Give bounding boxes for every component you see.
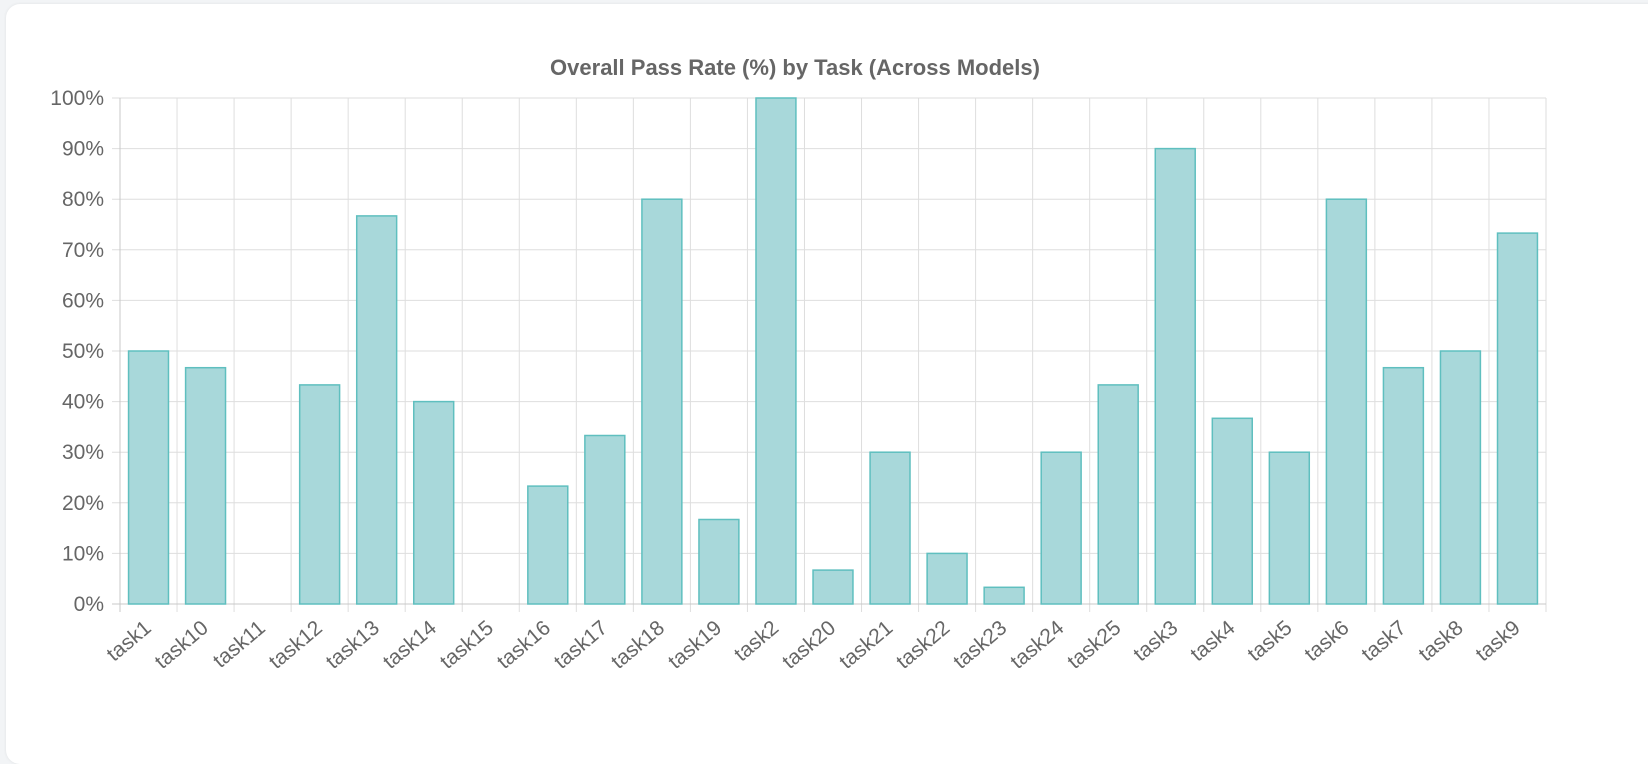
y-tick-label: 70% xyxy=(62,239,104,262)
bar-task10[interactable] xyxy=(184,366,227,605)
bars xyxy=(127,97,1539,605)
x-tick-label: task16 xyxy=(493,616,555,673)
y-tick-label: 50% xyxy=(62,340,104,363)
x-tick-label: task17 xyxy=(550,616,612,673)
x-axis-ticks: task1task10task11task12task13task14task1… xyxy=(102,616,1524,674)
x-tick-label: task14 xyxy=(379,616,441,674)
x-tick-label: task20 xyxy=(778,616,840,673)
bar-task16[interactable] xyxy=(527,485,569,605)
x-tick-label: task23 xyxy=(949,616,1011,673)
bar-task2[interactable] xyxy=(755,97,797,605)
bar-task20[interactable] xyxy=(812,569,854,605)
y-tick-label: 60% xyxy=(62,289,104,312)
bar-task1[interactable] xyxy=(127,350,170,605)
x-tick-label: task13 xyxy=(322,616,384,673)
x-tick-label: task10 xyxy=(151,616,213,673)
x-tick-label: task24 xyxy=(1006,616,1068,674)
bar-task8[interactable] xyxy=(1439,350,1482,605)
chart-card: Overall Pass Rate (%) by Task (Across Mo… xyxy=(6,4,1648,764)
x-tick-label: task12 xyxy=(265,616,327,673)
x-tick-label: task5 xyxy=(1243,616,1296,666)
x-tick-label: task2 xyxy=(730,616,783,666)
y-tick-label: 10% xyxy=(62,542,104,565)
bar-task18[interactable] xyxy=(641,198,683,605)
x-tick-label: task22 xyxy=(892,616,954,673)
x-tick-label: task1 xyxy=(102,616,155,666)
bar-task23[interactable] xyxy=(983,586,1025,605)
bar-task13[interactable] xyxy=(355,215,398,605)
y-tick-label: 80% xyxy=(62,188,104,211)
bar-task21[interactable] xyxy=(869,451,911,605)
bar-task4[interactable] xyxy=(1211,417,1253,605)
bar-task19[interactable] xyxy=(698,518,740,605)
x-tick-label: task6 xyxy=(1300,616,1353,666)
x-tick-label: task18 xyxy=(607,616,669,673)
x-tick-label: task8 xyxy=(1414,616,1467,666)
x-tick-label: task25 xyxy=(1063,616,1125,673)
y-tick-label: 90% xyxy=(62,138,104,161)
y-tick-label: 100% xyxy=(50,87,104,110)
bar-task22[interactable] xyxy=(926,552,968,605)
bar-chart: Overall Pass Rate (%) by Task (Across Mo… xyxy=(50,55,1547,674)
bar-task6[interactable] xyxy=(1325,198,1368,605)
chart-title: Overall Pass Rate (%) by Task (Across Mo… xyxy=(550,55,1040,80)
y-tick-label: 30% xyxy=(62,441,104,464)
bar-task3[interactable] xyxy=(1154,147,1196,605)
bar-task14[interactable] xyxy=(413,400,455,605)
x-tick-label: task4 xyxy=(1186,616,1239,666)
bar-task12[interactable] xyxy=(298,384,341,605)
y-tick-label: 0% xyxy=(74,593,104,616)
y-tick-label: 40% xyxy=(62,391,104,414)
bar-task25[interactable] xyxy=(1097,384,1139,605)
x-tick-label: task11 xyxy=(209,616,270,672)
x-tick-label: task3 xyxy=(1129,616,1182,666)
bar-task7[interactable] xyxy=(1382,366,1425,605)
x-tick-label: task15 xyxy=(436,616,498,673)
x-tick-label: task7 xyxy=(1357,616,1410,666)
bar-task5[interactable] xyxy=(1268,451,1311,605)
y-tick-label: 20% xyxy=(62,492,104,515)
bar-task9[interactable] xyxy=(1496,232,1539,605)
x-tick-label: task9 xyxy=(1471,616,1524,666)
x-tick-label: task19 xyxy=(664,616,726,673)
bar-task24[interactable] xyxy=(1040,451,1082,605)
x-tick-label: task21 xyxy=(835,616,897,673)
bar-task17[interactable] xyxy=(584,434,626,605)
y-axis-ticks: 0% 10% 20% 30% 40% 50% 60% 70% 80% 90% 100% xyxy=(50,87,104,616)
